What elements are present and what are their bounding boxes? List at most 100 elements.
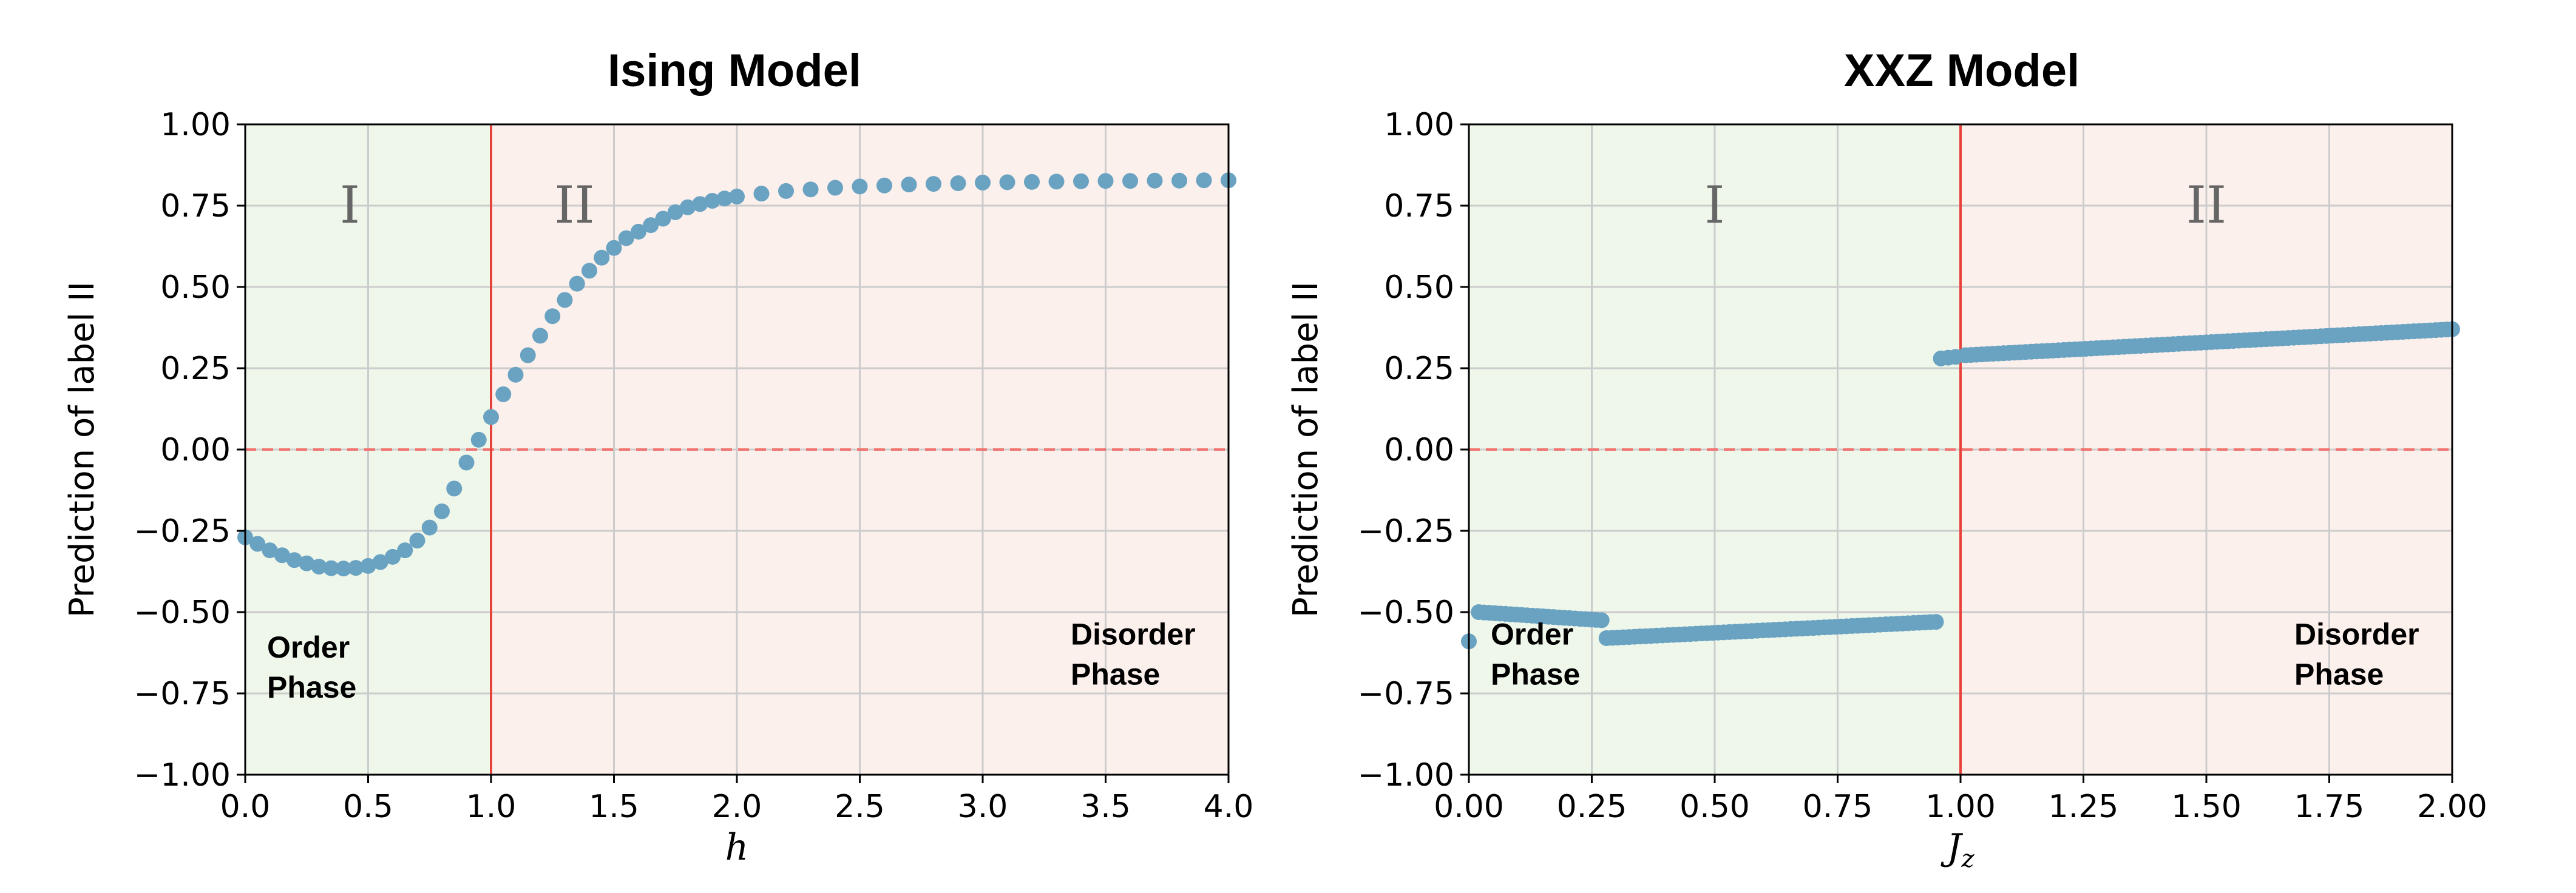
xxz-panel: XXZ Model 0.00 0.25 0.50 0.75 1.00 1.25 1.50 1.…: [1286, 45, 2487, 873]
xxz-x-axis-label: Jz: [1940, 826, 1974, 873]
ising-data-point: [655, 211, 671, 227]
ising-data-point: [950, 175, 966, 192]
ising-data-point: [372, 554, 388, 570]
ising-y-tick-label: 0.25: [160, 351, 231, 387]
xxz-x-tick-label: 0.00: [1434, 789, 1504, 825]
ising-data-point: [483, 409, 499, 425]
ising-data-point: [716, 190, 733, 207]
xxz-x-tick-label: 0.50: [1679, 789, 1750, 825]
ising-disorder-phase-label: Disorder Phase: [1071, 618, 1204, 692]
ising-y-axis-label: Prediction of label II: [63, 281, 102, 618]
ising-x-tick-label: 4.0: [1204, 789, 1254, 825]
ising-reference-lines: [245, 124, 1229, 775]
ising-data-point: [495, 386, 512, 402]
xxz-y-tick-label: 0.75: [1384, 188, 1454, 224]
ising-data-point: [397, 542, 413, 559]
ising-data-point: [618, 230, 634, 246]
ising-data-point: [532, 328, 548, 344]
ising-data-point: [1147, 172, 1163, 189]
ising-data-point: [594, 249, 610, 266]
ising-y-tick-label: −0.25: [134, 513, 231, 550]
xxz-y-tick-label: 0.25: [1384, 351, 1454, 387]
ising-data-point: [385, 548, 401, 565]
xxz-x-tick-label: 1.25: [2049, 789, 2119, 825]
ising-x-tick-label: 2.0: [712, 789, 762, 825]
ising-data-point: [458, 454, 475, 471]
ising-y-tick-label: −0.50: [134, 595, 231, 631]
ising-data-point: [753, 186, 770, 202]
ising-y-tick-label: −1.00: [134, 757, 231, 794]
xxz-ticks: 0.00 0.25 0.50 0.75 1.00 1.25 1.50 1.75 2.00 −1.0…: [1358, 107, 2487, 825]
xxz-x-tick-label: 2.00: [2417, 789, 2487, 825]
xxz-y-tick-label: 1.00: [1384, 107, 1454, 143]
ising-data-point: [631, 223, 646, 240]
ising-x-tick-label: 1.5: [589, 789, 639, 825]
ising-panel: Ising Model 0.0 0.5 1.0 1.5 2.0 2.5 3.0 3.5 4.0 −…: [63, 45, 1253, 869]
ising-data-point: [581, 263, 597, 279]
ising-region-label-I: I: [340, 175, 360, 235]
ising-data-point: [286, 552, 302, 568]
ising-x-tick-label: 0.5: [343, 789, 393, 825]
ising-data-point: [434, 503, 450, 519]
xxz-reference-lines: [1469, 124, 2452, 775]
xxz-x-tick-label: 1.75: [2294, 789, 2365, 825]
ising-x-tick-label: 0.0: [220, 789, 271, 825]
ising-data-point: [360, 558, 376, 574]
ising-data-point: [643, 217, 659, 234]
ising-data-point: [262, 542, 278, 559]
ising-data-point: [249, 536, 266, 552]
xxz-y-tick-label: 0.00: [1384, 432, 1454, 468]
ising-data-point: [1171, 172, 1187, 189]
xxz-data-point: [1593, 612, 1610, 628]
ising-data-point: [999, 174, 1015, 190]
ising-data-point: [299, 555, 315, 571]
ising-data-point: [311, 558, 327, 575]
xxz-title: XXZ Model: [1844, 45, 2079, 96]
ising-data-point: [704, 192, 720, 209]
ising-x-tick-label: 1.0: [466, 789, 517, 825]
ising-x-axis-label: h: [725, 826, 749, 869]
xxz-data-point: [1928, 614, 1944, 630]
ising-data-point: [274, 547, 290, 564]
ising-x-tick-label: 3.0: [958, 789, 1008, 825]
ising-data-point: [1097, 173, 1114, 189]
ising-data-point: [827, 180, 843, 196]
ising-y-tick-label: 0.75: [160, 188, 231, 224]
ising-y-tick-label: 0.50: [160, 269, 231, 306]
ising-data-point: [569, 275, 585, 292]
ising-y-tick-label: 1.00: [160, 107, 231, 143]
xxz-order-phase-label: Order Phase: [1491, 618, 1582, 692]
ising-data-point: [557, 292, 573, 308]
ising-data-point: [680, 199, 696, 215]
xxz-x-tick-label: 0.25: [1557, 789, 1627, 825]
ising-order-phase-label: Order Phase: [267, 630, 358, 704]
ising-data-point: [1122, 173, 1138, 189]
xxz-y-tick-label: −1.00: [1358, 757, 1454, 794]
ising-x-tick-label: 2.5: [835, 789, 885, 825]
ising-data-point: [729, 188, 745, 204]
ising-y-tick-label: −0.75: [134, 676, 231, 712]
ising-data-point: [348, 560, 364, 576]
ising-data-point: [802, 181, 819, 198]
ising-data-point: [323, 560, 339, 576]
ising-data-point: [1048, 174, 1065, 190]
ising-data-point: [336, 561, 351, 577]
ising-data-point: [692, 196, 708, 212]
ising-data-point: [901, 177, 917, 193]
xxz-y-tick-label: −0.75: [1358, 676, 1454, 712]
ising-title: Ising Model: [608, 45, 861, 96]
ising-data-point: [975, 174, 991, 190]
ising-data-point: [606, 240, 622, 256]
ising-data-point: [926, 176, 941, 192]
xxz-x-tick-label: 1.00: [1925, 789, 1996, 825]
ising-data-point: [1073, 173, 1089, 189]
xxz-region-label-I: I: [1704, 175, 1724, 235]
xxz-disorder-phase-label: Disorder Phase: [2294, 618, 2428, 692]
ising-y-tick-label: 0.00: [160, 432, 231, 468]
ising-data-point: [778, 183, 794, 199]
ising-data-point: [667, 204, 683, 220]
ising-data-point: [470, 431, 487, 448]
ising-data-point: [507, 366, 524, 383]
ising-data-point: [852, 178, 868, 195]
